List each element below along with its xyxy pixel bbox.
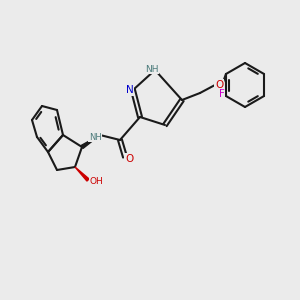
Text: OH: OH bbox=[89, 178, 103, 187]
Polygon shape bbox=[81, 135, 100, 148]
Text: F: F bbox=[219, 89, 225, 99]
Text: O: O bbox=[125, 154, 133, 164]
Text: NH: NH bbox=[88, 133, 101, 142]
Text: N: N bbox=[126, 85, 134, 95]
Text: O: O bbox=[215, 80, 223, 90]
Text: NH: NH bbox=[145, 64, 159, 74]
Polygon shape bbox=[75, 167, 89, 181]
